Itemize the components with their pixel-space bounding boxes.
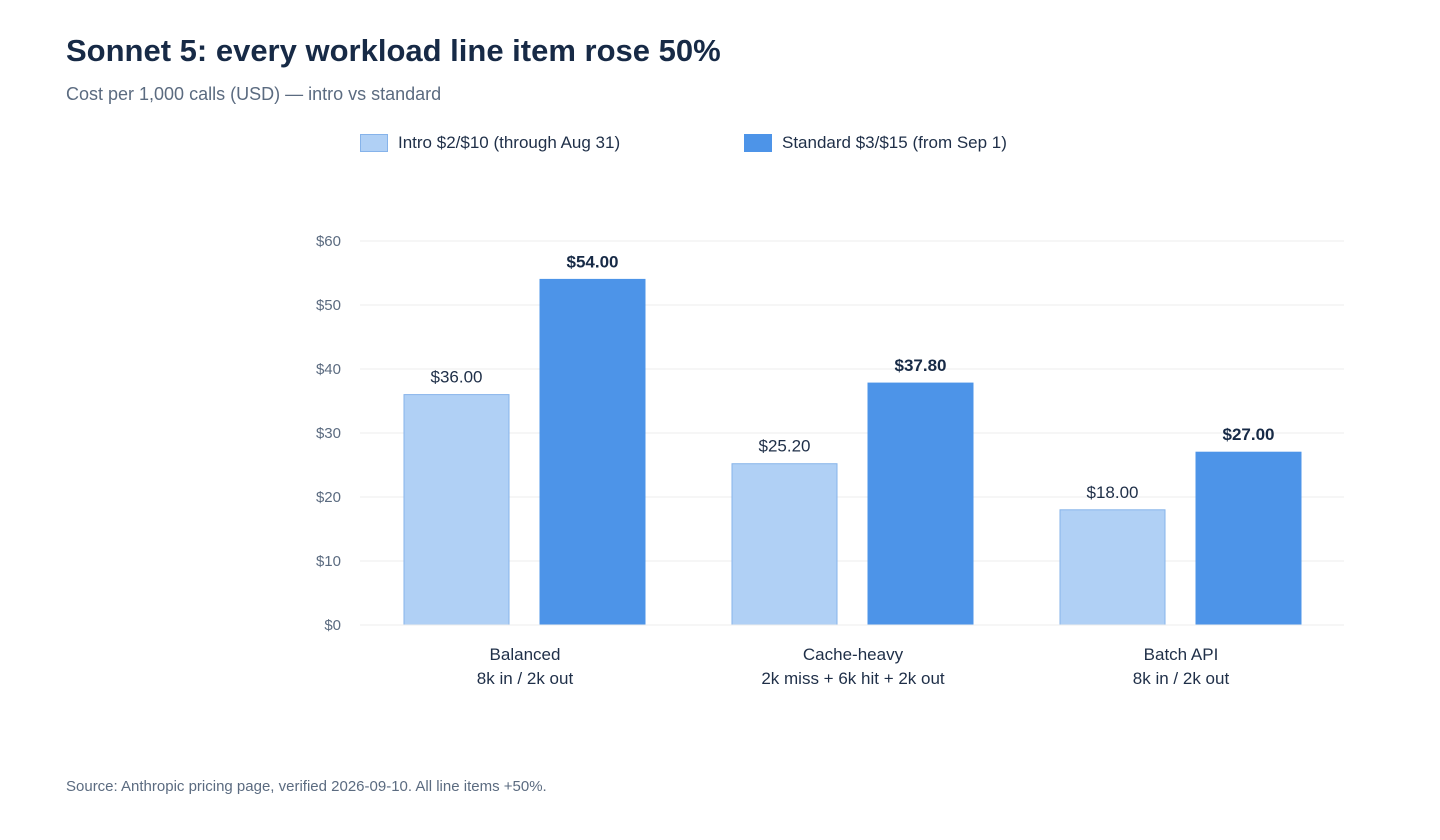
legend-swatch-standard: [744, 134, 772, 152]
y-tick-label: $0: [324, 617, 341, 634]
y-tick-label: $10: [316, 553, 341, 570]
bar-standard: [539, 278, 646, 626]
bar-standard: [1195, 451, 1302, 626]
y-tick-label: $50: [316, 297, 341, 314]
x-category-label: Batch API: [1144, 645, 1219, 664]
y-tick-label: $20: [316, 489, 341, 506]
source-footnote: Source: Anthropic pricing page, verified…: [66, 778, 547, 795]
bar-standard: [867, 382, 974, 626]
data-label-intro: $18.00: [1087, 483, 1139, 502]
legend-label-intro: Intro $2/$10 (through Aug 31): [398, 133, 621, 152]
legend-item-intro: Intro $2/$10 (through Aug 31): [360, 132, 620, 154]
legend-swatch-intro: [360, 134, 388, 152]
data-label-intro: $36.00: [431, 368, 483, 387]
data-label-standard: $37.80: [895, 356, 947, 375]
x-category-detail: 8k in / 2k out: [477, 669, 574, 688]
bar-chart: $0 $10 $20 $30 $40 $50 $60 $36.00 $54.00 Balanced…: [316, 233, 1344, 688]
legend-item-standard: Standard $3/$15 (from Sep 1): [744, 132, 1007, 154]
x-category-detail: 2k miss + 6k hit + 2k out: [761, 669, 945, 688]
data-label-standard: $27.00: [1223, 425, 1275, 444]
x-category-label: Balanced: [490, 645, 561, 664]
x-category-label: Cache-heavy: [803, 645, 904, 664]
bar-intro: [731, 463, 838, 626]
data-label-intro: $25.20: [759, 437, 811, 456]
data-label-standard: $54.00: [567, 252, 619, 271]
y-tick-label: $30: [316, 425, 341, 442]
x-category-detail: 8k in / 2k out: [1133, 669, 1230, 688]
bar-intro: [1059, 509, 1166, 626]
bar-intro: [403, 394, 510, 626]
legend-label-standard: Standard $3/$15 (from Sep 1): [782, 133, 1007, 152]
y-tick-label: $40: [316, 361, 341, 378]
chart-subtitle: Cost per 1,000 calls (USD) — intro vs st…: [66, 84, 442, 104]
y-tick-label: $60: [316, 233, 341, 250]
chart-title: Sonnet 5: every workload line item rose …: [66, 33, 721, 68]
